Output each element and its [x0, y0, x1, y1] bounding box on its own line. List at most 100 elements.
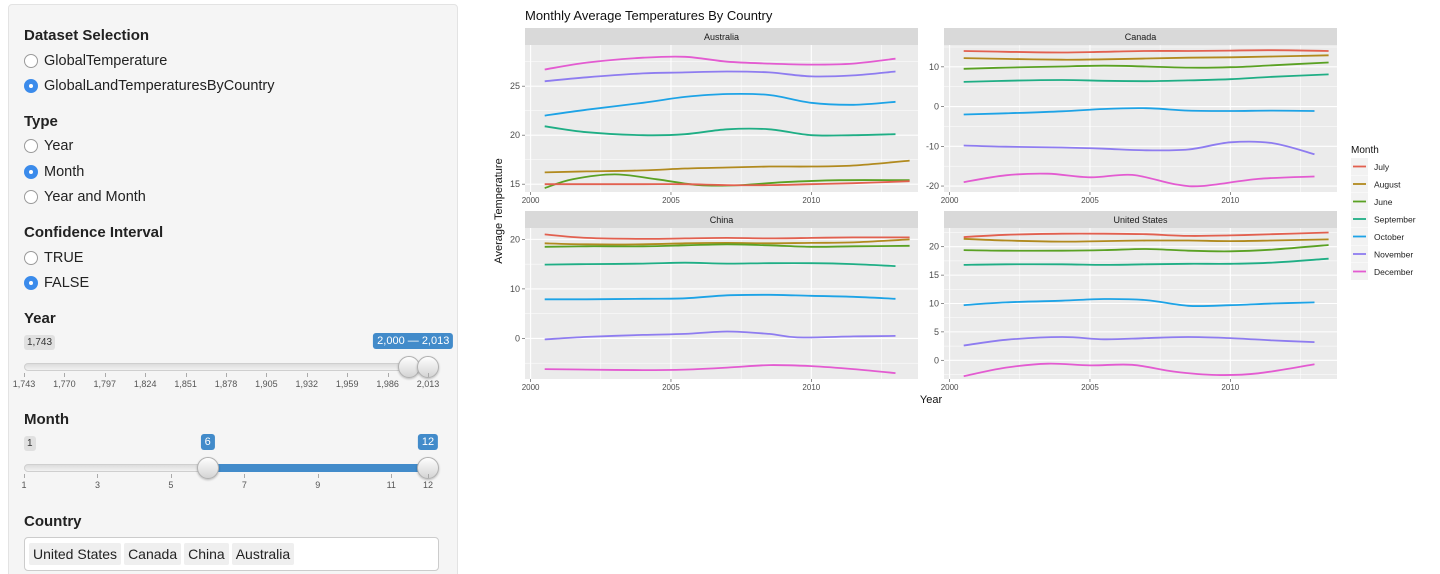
month-range-slider[interactable]: 1 6 12 1 3 5 7 9 11 12: [21, 434, 444, 516]
series-line-september: [544, 125, 896, 137]
radio-label: GlobalTemperature: [44, 53, 168, 69]
year-slider-track[interactable]: [24, 363, 428, 371]
series-line-september: [963, 73, 1329, 83]
facet-strip-label: United States: [1113, 215, 1168, 225]
country-title: Country: [24, 513, 82, 530]
radio-type-month[interactable]: Month: [24, 162, 84, 182]
radio-button-icon[interactable]: [24, 54, 38, 68]
series-line-july: [544, 233, 910, 240]
x-tick-label: 2010: [1221, 383, 1239, 392]
month-slider-to-handle[interactable]: [417, 457, 439, 479]
series-line-june: [963, 244, 1329, 253]
radio-button-icon[interactable]: [24, 139, 38, 153]
year-slider-tick-mark: [64, 373, 66, 377]
radio-button-icon[interactable]: [24, 190, 38, 204]
radio-global-land-temperatures-by-country[interactable]: GlobalLandTemperaturesByCountry: [24, 76, 275, 96]
facet-panel-china: China 0 10 20 2000 2005 2010: [510, 211, 918, 392]
x-tick-label: 2005: [662, 383, 680, 392]
year-slider-tick-mark: [306, 373, 308, 377]
y-axis-label: Average Temperature: [493, 158, 505, 263]
radio-confidence-false[interactable]: FALSE: [24, 273, 89, 293]
month-slider-from-label: 6: [200, 434, 215, 450]
facet-strip-label: Australia: [704, 32, 739, 42]
month-slider-tick-mark: [24, 474, 25, 478]
month-slider-tick-mark: [391, 474, 393, 478]
radio-label: Year: [44, 138, 74, 154]
country-chip-united-states[interactable]: United States: [29, 543, 122, 565]
series-line-july: [963, 231, 1329, 238]
year-slider-tick-label: 1,878: [214, 379, 238, 389]
month-slider-tick-label: 5: [168, 480, 174, 490]
year-slider-title: Year: [24, 310, 56, 327]
month-slider-tick-label: 9: [315, 480, 321, 490]
confidence-interval-title: Confidence Interval: [24, 224, 164, 241]
x-tick-label: 2005: [662, 196, 680, 205]
series-line-june: [544, 243, 910, 248]
series-line-august: [544, 159, 910, 174]
country-chip-australia[interactable]: Australia: [231, 543, 295, 565]
month-slider-from-handle[interactable]: [196, 457, 219, 479]
radio-button-checked-icon[interactable]: [24, 276, 38, 290]
series-line-july: [544, 180, 910, 187]
type-title: Type: [24, 113, 58, 130]
legend-label-december: December: [1374, 267, 1413, 277]
x-axis-label: Year: [920, 394, 943, 406]
year-slider-tick-mark: [226, 373, 227, 377]
facet-strip: [944, 211, 1337, 228]
y-tick-label: 0: [934, 355, 939, 365]
month-slider-tick-mark: [428, 474, 429, 478]
series-line-december: [963, 172, 1315, 188]
series-line-november: [963, 140, 1315, 156]
series-line-july: [963, 49, 1329, 54]
radio-confidence-true[interactable]: TRUE: [24, 248, 83, 268]
month-slider-ticks: 1 3 5 7 9 11 12: [21, 472, 433, 492]
year-slider-min-label: 1,743: [24, 335, 56, 350]
series-line-august: [963, 54, 1329, 61]
year-slider-tick-label: 1,905: [255, 379, 278, 389]
year-slider-tick-label: 1,932: [295, 379, 319, 389]
facet-panel-canada: Canada -20 -10 0 10 2000 2005 2010: [926, 28, 1337, 205]
facet-strip-label: Canada: [1125, 32, 1157, 42]
year-slider-tick-label: 1,770: [53, 379, 76, 389]
legend-label-september: September: [1374, 215, 1416, 225]
y-tick-label: 15: [929, 270, 939, 280]
sidebar: Dataset Selection GlobalTemperature Glob…: [8, 4, 458, 574]
month-slider-tick-label: 11: [386, 480, 396, 490]
temperature-chart: Monthly Average Temperatures By Country A…: [493, 8, 1416, 406]
x-tick-label: 2010: [802, 383, 820, 392]
y-tick-label: 5: [934, 327, 939, 337]
x-tick-label: 2000: [941, 196, 959, 205]
radio-global-temperature[interactable]: GlobalTemperature: [24, 51, 167, 71]
y-tick-label: 0: [515, 333, 520, 343]
month-slider-min-label: 1: [24, 436, 36, 451]
year-slider-tick-label: 1,797: [93, 379, 117, 389]
year-slider-tick-label: 1,986: [376, 379, 399, 389]
month-slider-tick-label: 3: [94, 480, 100, 490]
radio-button-checked-icon[interactable]: [24, 79, 38, 93]
radio-button-icon[interactable]: [24, 251, 38, 265]
country-chip-canada[interactable]: Canada: [124, 543, 182, 565]
year-slider-tick-mark: [266, 373, 268, 377]
y-tick-label: 10: [510, 284, 520, 294]
legend: Month July August June September October Novem…: [1351, 145, 1416, 280]
year-slider-to-handle[interactable]: [417, 356, 439, 378]
legend-label-july: July: [1374, 162, 1390, 172]
chart-area: Monthly Average Temperatures By Country A…: [490, 0, 1440, 574]
radio-button-checked-icon[interactable]: [24, 165, 38, 179]
x-tick-label: 2000: [522, 383, 540, 392]
year-slider-tick-mark: [428, 373, 429, 377]
radio-label: FALSE: [44, 275, 90, 291]
series-line-september: [544, 261, 896, 267]
country-chip-china[interactable]: China: [184, 543, 229, 565]
radio-label: TRUE: [44, 250, 84, 266]
radio-type-year[interactable]: Year: [24, 136, 73, 156]
country-multiselect-input[interactable]: United States Canada China Australia: [24, 537, 439, 571]
year-range-slider[interactable]: 1,743 2,000 — 2,013 1,743 1,770 1,797 1,824…: [13, 333, 454, 415]
radio-label: GlobalLandTemperaturesByCountry: [44, 78, 275, 94]
panel-background: [525, 45, 918, 192]
series-line-october: [544, 92, 896, 117]
series-line-november: [544, 70, 896, 83]
year-slider-tick-mark: [24, 373, 25, 377]
radio-type-year-and-month[interactable]: Year and Month: [24, 187, 146, 207]
month-slider-tick-label: 7: [241, 480, 247, 490]
